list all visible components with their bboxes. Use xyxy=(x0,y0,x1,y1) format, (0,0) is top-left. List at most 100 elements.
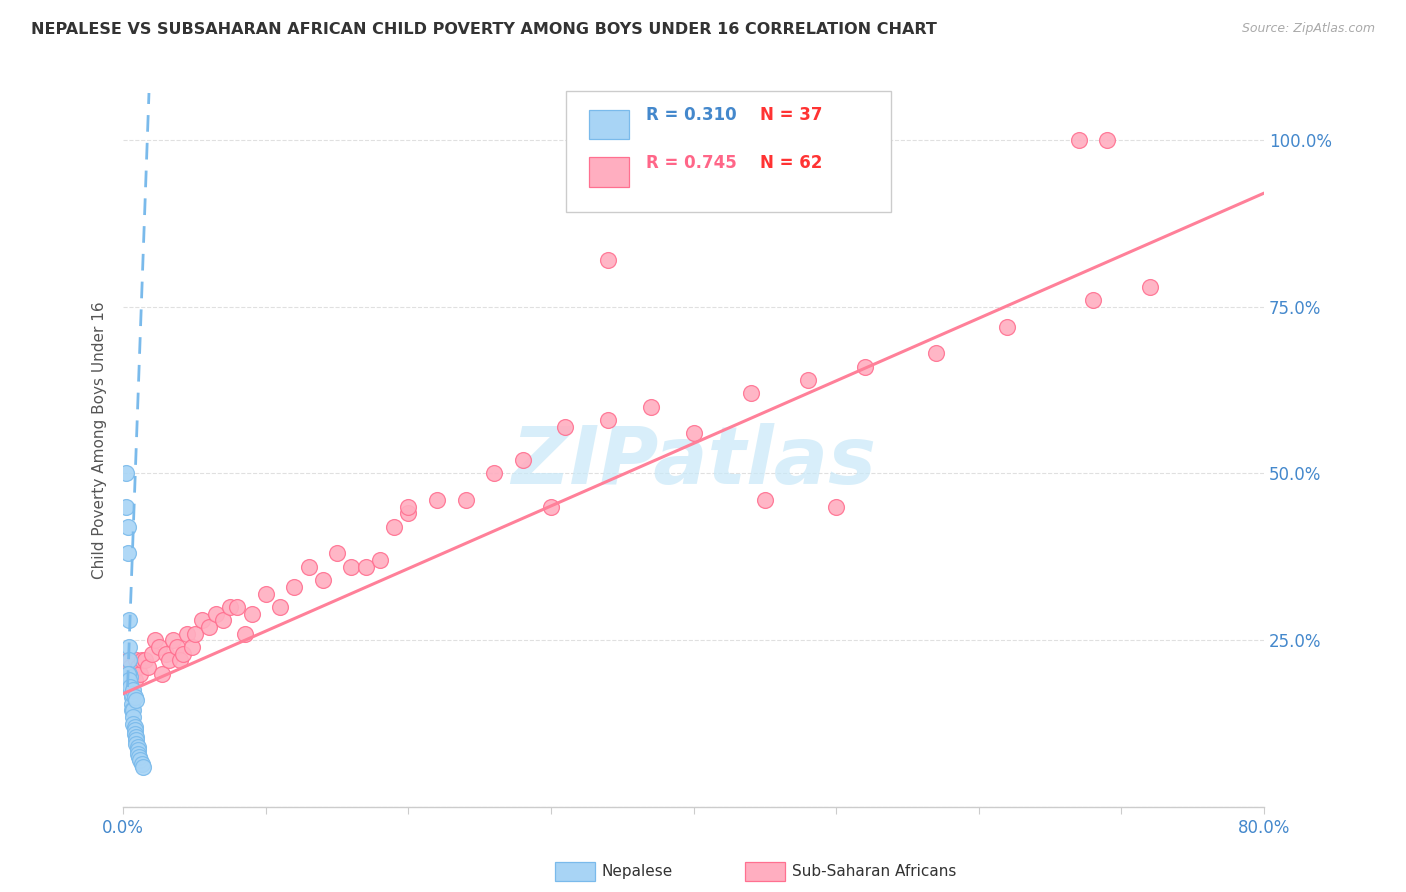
Point xyxy=(219,599,242,614)
Point xyxy=(797,373,820,387)
Point xyxy=(127,747,149,761)
Point xyxy=(115,467,138,481)
Point xyxy=(398,507,420,521)
Point xyxy=(997,319,1019,334)
Text: N = 37: N = 37 xyxy=(759,106,823,124)
Point xyxy=(1081,293,1104,307)
Point xyxy=(125,693,148,707)
Point xyxy=(122,683,145,698)
Point xyxy=(825,500,848,514)
Point xyxy=(117,666,139,681)
Point xyxy=(118,666,141,681)
Point xyxy=(124,723,146,738)
Point xyxy=(118,653,141,667)
FancyBboxPatch shape xyxy=(567,91,891,212)
Text: R = 0.745: R = 0.745 xyxy=(645,153,737,171)
Point xyxy=(853,359,876,374)
Point xyxy=(127,739,149,754)
Point xyxy=(169,653,191,667)
Point xyxy=(1097,133,1119,147)
Point xyxy=(340,559,363,574)
Point xyxy=(117,520,139,534)
Point xyxy=(121,697,143,711)
Point xyxy=(124,720,146,734)
Point xyxy=(125,653,148,667)
Y-axis label: Child Poverty Among Boys Under 16: Child Poverty Among Boys Under 16 xyxy=(93,301,107,579)
Point xyxy=(118,673,141,688)
Point xyxy=(925,346,948,360)
Text: Nepalese: Nepalese xyxy=(602,864,673,879)
Point xyxy=(124,673,146,688)
Point xyxy=(122,666,145,681)
Point xyxy=(120,670,142,684)
Point xyxy=(512,453,534,467)
Point xyxy=(172,647,194,661)
Point xyxy=(121,687,143,701)
Point xyxy=(122,716,145,731)
Point xyxy=(754,493,776,508)
Point xyxy=(117,546,139,560)
Point xyxy=(233,626,256,640)
Point xyxy=(120,680,142,694)
Point xyxy=(129,666,152,681)
Point xyxy=(190,613,212,627)
Text: N = 62: N = 62 xyxy=(759,153,823,171)
Point xyxy=(118,640,141,654)
Text: R = 0.310: R = 0.310 xyxy=(645,106,737,124)
Text: ZIPatlas: ZIPatlas xyxy=(512,423,876,501)
Point xyxy=(205,607,228,621)
Point xyxy=(157,653,180,667)
Point xyxy=(554,419,576,434)
Point xyxy=(141,647,163,661)
Point xyxy=(120,660,142,674)
Point xyxy=(212,613,235,627)
FancyBboxPatch shape xyxy=(589,157,628,186)
Point xyxy=(131,653,153,667)
Point xyxy=(124,690,146,704)
Point xyxy=(640,400,662,414)
Point xyxy=(125,730,148,744)
Point xyxy=(118,613,141,627)
Point xyxy=(118,673,141,688)
Point xyxy=(598,413,620,427)
Text: Source: ZipAtlas.com: Source: ZipAtlas.com xyxy=(1241,22,1375,36)
Point xyxy=(120,676,142,690)
Point xyxy=(354,559,377,574)
Point xyxy=(1067,133,1090,147)
Point xyxy=(1139,279,1161,293)
Point xyxy=(540,500,562,514)
Point xyxy=(269,599,291,614)
Point xyxy=(454,493,477,508)
Point xyxy=(598,252,620,267)
Point xyxy=(183,626,205,640)
Point xyxy=(148,640,170,654)
FancyBboxPatch shape xyxy=(589,110,628,139)
Point xyxy=(127,660,149,674)
Point xyxy=(131,756,153,771)
Point xyxy=(155,647,177,661)
Point xyxy=(124,726,146,740)
Point xyxy=(198,620,221,634)
Point xyxy=(121,690,143,704)
Point xyxy=(398,500,420,514)
Point xyxy=(283,580,305,594)
Point xyxy=(115,500,138,514)
Point xyxy=(226,599,249,614)
Point xyxy=(382,520,405,534)
Point xyxy=(298,559,321,574)
Text: NEPALESE VS SUBSAHARAN AFRICAN CHILD POVERTY AMONG BOYS UNDER 16 CORRELATION CHA: NEPALESE VS SUBSAHARAN AFRICAN CHILD POV… xyxy=(31,22,936,37)
Point xyxy=(143,633,166,648)
Point xyxy=(426,493,449,508)
Point xyxy=(128,750,150,764)
Point xyxy=(254,586,277,600)
Point xyxy=(117,653,139,667)
Point xyxy=(240,607,263,621)
Point xyxy=(132,760,155,774)
Text: Sub-Saharan Africans: Sub-Saharan Africans xyxy=(792,864,956,879)
Point xyxy=(122,703,145,717)
Point xyxy=(121,703,143,717)
Point xyxy=(312,573,335,587)
Point xyxy=(120,683,142,698)
Point xyxy=(176,626,198,640)
Point xyxy=(482,467,505,481)
